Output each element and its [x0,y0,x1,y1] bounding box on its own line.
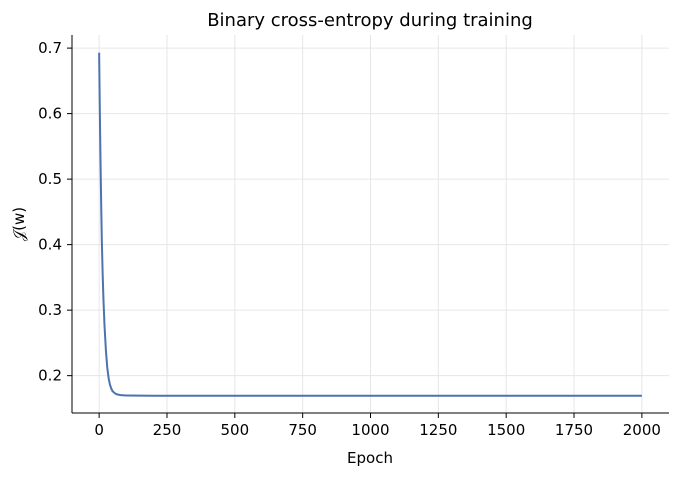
y-tick-label: 0.4 [38,236,62,254]
grid [72,35,669,413]
y-tick-label: 0.7 [38,39,62,57]
x-tick-label: 2000 [623,421,661,439]
y-tick-label: 0.6 [38,105,62,123]
x-tick-label: 750 [288,421,317,439]
x-tick-label: 1000 [351,421,389,439]
x-tick-label: 1250 [419,421,457,439]
y-tick-label: 0.5 [38,170,62,188]
x-tick-label: 250 [153,421,182,439]
x-axis-label: Epoch [347,449,393,467]
x-tick-label: 500 [220,421,249,439]
series-layer [98,52,642,397]
y-tick-label: 0.3 [38,301,62,319]
x-ticks: 0 250 500 750 1000 1250 1500 1750 2000 [94,413,661,439]
y-tick-label: 0.2 [38,367,62,385]
x-tick-label: 1500 [487,421,525,439]
x-tick-label: 1750 [555,421,593,439]
loss-series-line [98,52,642,397]
y-axis-label: 𝒥(w) [10,207,28,241]
chart-title: Binary cross-entropy during training [207,10,533,31]
x-tick-label: 0 [94,421,104,439]
y-ticks: 0.2 0.3 0.4 0.5 0.6 0.7 [38,39,72,385]
